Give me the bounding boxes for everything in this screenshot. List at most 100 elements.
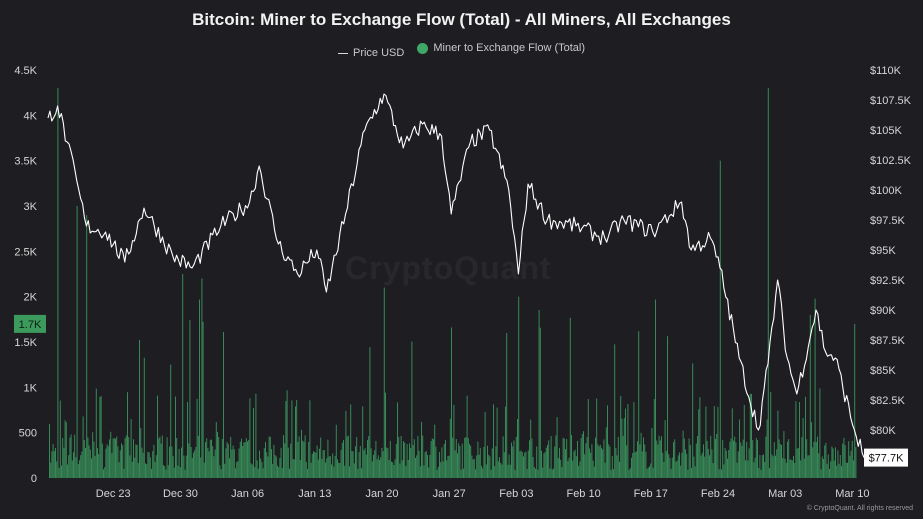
flow-bar [575, 456, 577, 478]
flow-bar [170, 364, 172, 478]
flow-bar [130, 419, 132, 478]
flow-bar [321, 458, 323, 478]
legend-item-price[interactable]: Price USD [337, 47, 404, 59]
flow-bar [56, 461, 58, 478]
flow-bar [609, 446, 611, 478]
flow-bar [206, 438, 208, 478]
flow-bar [122, 445, 124, 478]
flow-bar [607, 405, 608, 478]
flow-bar [637, 441, 638, 478]
flow-bar [833, 460, 835, 478]
flow-bar [850, 450, 852, 478]
flow-bar [657, 444, 659, 478]
flow-bar [772, 456, 774, 478]
flow-bar [93, 441, 95, 478]
flow-bar [737, 451, 739, 478]
flow-bar [643, 437, 644, 478]
legend-item-flow[interactable]: Miner to Exchange Flow (Total) [417, 42, 585, 54]
flow-bar [753, 462, 755, 478]
flow-bar [136, 444, 138, 478]
left-tick-label: 4K [24, 110, 38, 122]
flow-bar [806, 439, 808, 478]
flow-bar [664, 420, 666, 478]
flow-bar [452, 437, 454, 478]
flow-bar [458, 443, 460, 478]
flow-bar [265, 442, 266, 478]
flow-bar [785, 462, 787, 478]
flow-bar [629, 468, 631, 478]
flow-bar [658, 435, 660, 478]
flow-bar [557, 458, 559, 478]
flow-bar [730, 438, 732, 478]
flow-bar [129, 455, 131, 478]
flow-bar [165, 469, 167, 478]
flow-bar [201, 278, 203, 478]
flow-bar [572, 460, 574, 478]
flow-bar [656, 440, 658, 478]
flow-bar [739, 419, 740, 478]
flow-bar [573, 451, 575, 478]
flow-bar [766, 419, 768, 478]
flow-bar [124, 438, 126, 478]
flow-bar [473, 459, 475, 478]
flow-bar [477, 441, 479, 478]
flow-bar [603, 439, 605, 478]
flow-bar [793, 455, 794, 478]
flow-bar [631, 457, 632, 478]
flow-bar [250, 463, 252, 478]
flow-bar [388, 460, 390, 478]
x-tick-label: Jan 27 [433, 488, 466, 500]
flow-bar [542, 467, 544, 478]
flow-bar [226, 441, 228, 478]
flow-bar [589, 448, 590, 478]
flow-bar [451, 327, 452, 478]
flow-bar [199, 299, 200, 478]
flow-bar [800, 460, 802, 478]
flow-bar [329, 456, 331, 478]
flow-bar [634, 452, 636, 478]
flow-bar [374, 450, 376, 478]
flow-bar [796, 448, 798, 478]
flow-bar [602, 449, 604, 478]
flow-bar [380, 457, 382, 478]
flow-bar [209, 439, 211, 478]
flow-bar [352, 451, 354, 478]
flow-bar [51, 451, 53, 478]
flow-bar [151, 468, 152, 478]
flow-bar [97, 448, 98, 478]
flow-bar [512, 446, 514, 478]
flow-bar [157, 395, 158, 478]
flow-bar [298, 436, 300, 478]
flow-bar [49, 424, 50, 478]
flow-bar [442, 461, 444, 478]
flow-bar [649, 466, 650, 478]
flow-bar [193, 452, 194, 478]
flow-bar [483, 447, 485, 478]
flow-bar [497, 461, 499, 478]
flow-bar [268, 436, 270, 478]
flow-bar [139, 340, 140, 478]
flow-bar [62, 438, 64, 478]
flow-bar [671, 457, 673, 478]
flow-bar [278, 467, 280, 478]
flow-bar [57, 88, 59, 478]
flow-bar [320, 437, 322, 478]
flow-bar [491, 448, 493, 478]
flow-bar [241, 438, 242, 478]
flow-bar [567, 461, 569, 478]
flow-bar [272, 463, 274, 478]
flow-bar [755, 438, 757, 478]
flow-bar [169, 446, 170, 478]
flow-bar [392, 462, 394, 478]
flow-bar [675, 461, 677, 478]
flow-bar [244, 442, 246, 478]
flow-bar [68, 455, 70, 478]
flow-bar [691, 468, 692, 478]
flow-bar [266, 452, 268, 478]
flow-bar [769, 468, 770, 478]
flow-bar [159, 436, 161, 478]
flow-bar [337, 459, 338, 478]
flow-bar [127, 392, 128, 478]
flow-bar [219, 465, 221, 478]
